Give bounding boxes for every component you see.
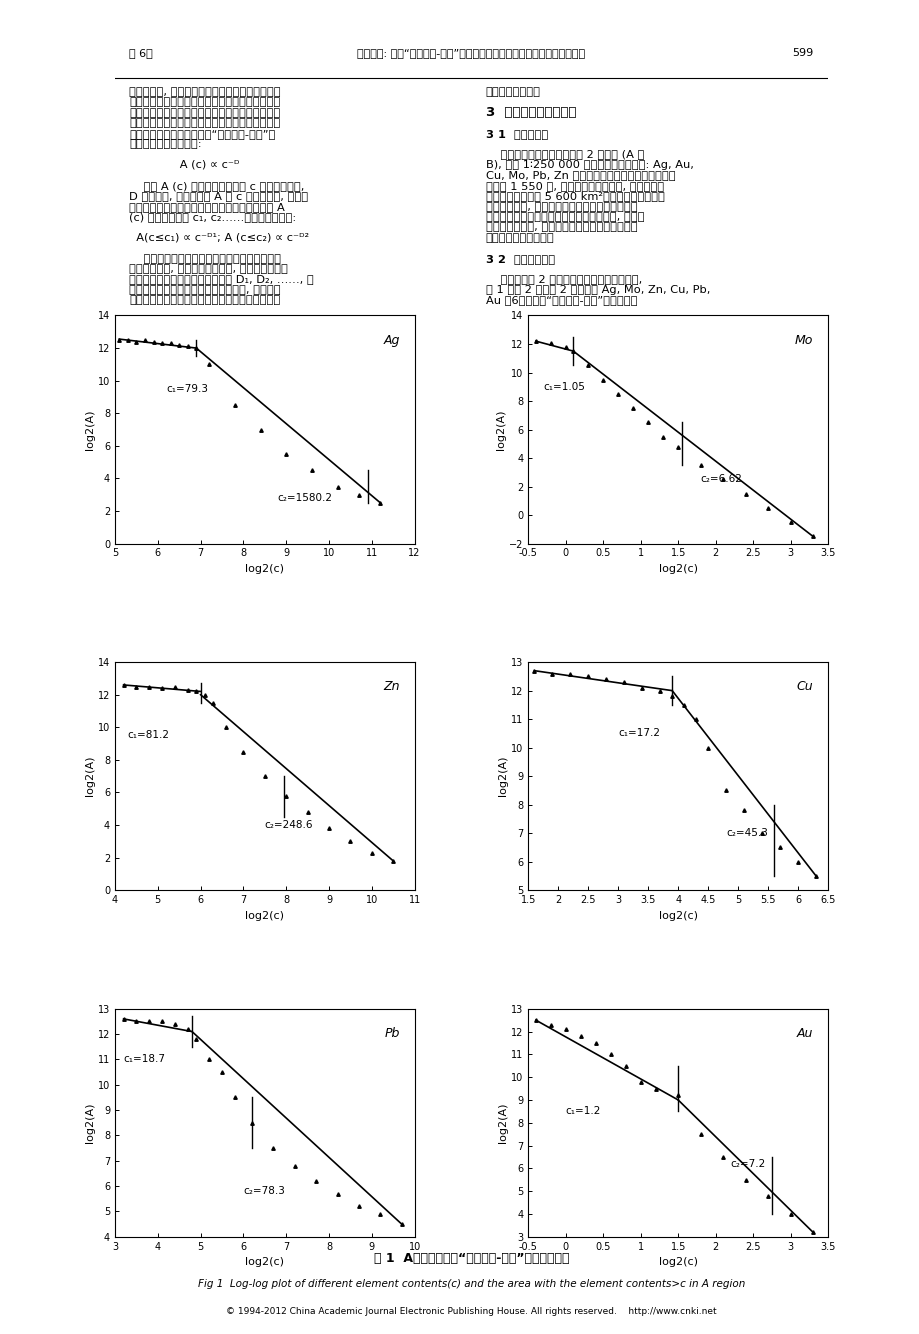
Text: A(c≤c₁) ∝ c⁻ᴰ¹; A (c≤c₂) ∝ c⁻ᴰ²: A(c≤c₁) ∝ c⁻ᴰ¹; A (c≤c₂) ∝ c⁻ᴰ² [129, 233, 309, 243]
Text: c₁=1.2: c₁=1.2 [565, 1106, 601, 1117]
X-axis label: log2(c): log2(c) [245, 564, 284, 574]
Text: 重分形模型可以表示为:: 重分形模型可以表示为: [129, 139, 201, 149]
Text: 刻划了地球化学元素分布的变化复杂程度。如果 A: 刻划了地球化学元素分布的变化复杂程度。如果 A [129, 201, 285, 212]
X-axis label: log2(c): log2(c) [658, 564, 697, 574]
Text: 3 1  研究区简介: 3 1 研究区简介 [485, 128, 548, 139]
Text: 3 2  应用结果分析: 3 2 应用结果分析 [485, 253, 554, 264]
Text: c₂=45.3: c₂=45.3 [725, 828, 767, 838]
Text: c₂=7.2: c₂=7.2 [730, 1159, 765, 1169]
Text: Mo: Mo [794, 334, 812, 347]
Text: A (c) ∝ c⁻ᴰ: A (c) ∝ c⁻ᴰ [129, 160, 239, 169]
Text: 为二迦系海相碎屑岩夹中性、中基性火山岩, 其次为: 为二迦系海相碎屑岩夹中性、中基性火山岩, 其次为 [485, 212, 643, 221]
Text: c₂=6.62: c₂=6.62 [700, 475, 742, 484]
Text: 存在局部特征, 服从多重分形分布, 在双对数坐标下: 存在局部特征, 服从多重分形分布, 在双对数坐标下 [129, 264, 288, 273]
Text: Au: Au [796, 1027, 812, 1041]
Text: B), 采取 1∶250 000 的土壤样品的种类为: Ag, Au,: B), 采取 1∶250 000 的土壤样品的种类为: Ag, Au, [485, 160, 693, 169]
Text: 对赤峰地区 2 个区域分别进行多重分形分析,: 对赤峰地区 2 个区域分别进行多重分形分析, [485, 275, 641, 284]
Text: 的元素富集的结果。多期次的叠加成矿作用形成的: 的元素富集的结果。多期次的叠加成矿作用形成的 [129, 97, 280, 108]
Text: 第 6期: 第 6期 [129, 48, 153, 57]
Text: 研究区为内蒙古赤峰地区的 2 个区域 (A 和: 研究区为内蒙古赤峰地区的 2 个区域 (A 和 [485, 149, 643, 160]
Text: c₁=17.2: c₁=17.2 [618, 728, 660, 739]
Text: Au 等6种元素的“元素面积-含量”关系双对数: Au 等6种元素的“元素面积-含量”关系双对数 [485, 295, 637, 305]
Text: 地球化学异常具有多重分形分布的特征。应用多重: 地球化学异常具有多重分形分布的特征。应用多重 [129, 108, 280, 117]
Text: 3  应用结果及综合分析: 3 应用结果及综合分析 [485, 107, 575, 119]
X-axis label: log2(c): log2(c) [658, 911, 697, 920]
Text: c₁=81.2: c₁=81.2 [128, 731, 170, 740]
Text: © 1994-2012 China Academic Journal Electronic Publishing House. All rights reser: © 1994-2012 China Academic Journal Elect… [226, 1307, 716, 1317]
Text: 东向构造为主, 东西向构造为基底断裂。地层主要: 东向构造为主, 东西向构造为基底断裂。地层主要 [485, 201, 637, 212]
X-axis label: log2(c): log2(c) [658, 1257, 697, 1267]
Text: 数量为 1 550 个, 样品呈均匀网格分布, 每一区域内: 数量为 1 550 个, 样品呈均匀网格分布, 每一区域内 [485, 180, 664, 191]
Text: 599: 599 [791, 48, 813, 57]
Text: 率不同的直线段反映的是不同期次的场, 因而可以: 率不同的直线段反映的是不同期次的场, 因而可以 [129, 285, 280, 295]
Text: (c) 与某些特征値 c₁, c₂……存在如下的关系:: (c) 与某些特征値 c₁, c₂……存在如下的关系: [129, 212, 296, 221]
Text: Ag: Ag [383, 334, 399, 347]
Y-axis label: log2(A): log2(A) [85, 410, 95, 450]
Text: 图 1 和图 2 分别为 2 个区域上 Ag, Mo, Zn, Cu, Pb,: 图 1 和图 2 分别为 2 个区域上 Ag, Mo, Zn, Cu, Pb, [485, 285, 709, 295]
X-axis label: log2(c): log2(c) [245, 911, 284, 920]
Text: 的结构特征, 是区域地质过程和局部地质过程造成: 的结构特征, 是区域地质过程和局部地质过程造成 [129, 87, 280, 97]
Text: 文战久等: 基于“元素含量-面积”模型方法的地球化学场的多重分形模式分析: 文战久等: 基于“元素含量-面积”模型方法的地球化学场的多重分形模式分析 [357, 48, 584, 57]
Text: D 为分维数, 它反映的是 A 随 c 变化的规律, 它定量: D 为分维数, 它反映的是 A 随 c 变化的规律, 它定量 [129, 191, 308, 201]
Text: 得到不同段的拟合的斜率即可求得 D₁, D₂, ……, 斜: 得到不同段的拟合的斜率即可求得 D₁, D₂, ……, 斜 [129, 275, 313, 284]
Text: 不同类型的异常。: 不同类型的异常。 [485, 87, 540, 97]
Text: c₂=1580.2: c₂=1580.2 [278, 494, 333, 503]
Text: 分形模型来研究地球化学异常能揭示出地球化学异: 分形模型来研究地球化学异常能揭示出地球化学异 [129, 119, 280, 128]
Text: c₁=1.05: c₁=1.05 [543, 382, 584, 392]
Y-axis label: log2(A): log2(A) [498, 1102, 508, 1143]
Text: c₁=79.3: c₁=79.3 [166, 384, 208, 394]
Text: 利用该模型来研究地球化学异常的分布规律和区分: 利用该模型来研究地球化学异常的分布规律和区分 [129, 295, 280, 305]
Text: Zn: Zn [382, 680, 399, 694]
Text: 常的空间分布的内在规律。“元素面积-含量”多: 常的空间分布的内在规律。“元素面积-含量”多 [129, 128, 276, 139]
Text: Pb: Pb [384, 1027, 399, 1041]
Y-axis label: log2(A): log2(A) [498, 756, 508, 796]
Y-axis label: log2(A): log2(A) [85, 756, 95, 796]
Text: c₂=248.6: c₂=248.6 [265, 820, 313, 830]
Y-axis label: log2(A): log2(A) [496, 410, 505, 450]
Text: 式中 A (c) 表示元素含量大于 c 的区域的面积,: 式中 A (c) 表示元素含量大于 c 的区域的面积, [129, 180, 304, 191]
Text: c₁=18.7: c₁=18.7 [123, 1054, 165, 1065]
Text: c₂=78.3: c₂=78.3 [244, 1186, 285, 1197]
Text: 取样测量的面积约 5 600 km²。构造以东西向和北: 取样测量的面积约 5 600 km²。构造以东西向和北 [485, 191, 664, 201]
Text: 表明地球化学元素的含量在空间上的自相似性: 表明地球化学元素的含量在空间上的自相似性 [129, 253, 281, 264]
Text: Cu, Mo, Pb, Zn 等。每一区域内每一种元素的样品: Cu, Mo, Pb, Zn 等。每一区域内每一种元素的样品 [485, 171, 675, 180]
Text: Cu: Cu [796, 680, 812, 694]
Text: Fig 1  Log-log plot of different element contents(c) and the area with the eleme: Fig 1 Log-log plot of different element … [198, 1279, 744, 1290]
X-axis label: log2(c): log2(c) [245, 1257, 284, 1267]
Text: 海西期和燕山期为主。: 海西期和燕山期为主。 [485, 233, 554, 243]
Text: 石炭系和白庚系, 局部出露少量元古界。岩浆岩以: 石炭系和白庚系, 局部出露少量元古界。岩浆岩以 [485, 223, 637, 232]
Text: 图 1  A区不同元素的“元素面积-含量”关系双对数图: 图 1 A区不同元素的“元素面积-含量”关系双对数图 [373, 1253, 569, 1265]
Y-axis label: log2(A): log2(A) [85, 1102, 95, 1143]
